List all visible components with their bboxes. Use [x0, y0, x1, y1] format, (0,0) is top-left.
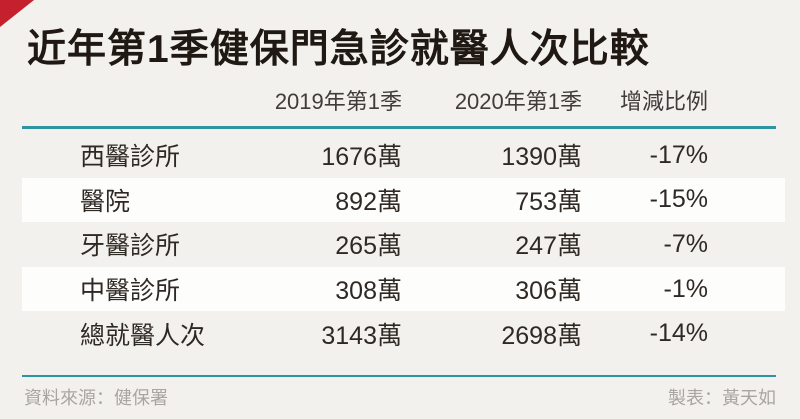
table-row: 牙醫診所 265萬 247萬 -7%: [22, 222, 785, 267]
table-row: 中醫診所 308萬 306萬 -1%: [22, 266, 785, 312]
row-change-value: -15%: [649, 185, 708, 214]
table-body: 西醫診所 1676萬 1390萬 -17% 醫院 892萬 753萬 -15% …: [22, 133, 785, 356]
row-change-value: -14%: [649, 319, 708, 348]
row-change-value: -17%: [649, 140, 708, 169]
column-header-change: 增減比例: [619, 89, 708, 114]
row-2019-value: 308萬: [335, 277, 402, 306]
header-divider-line: [22, 126, 776, 129]
page-title: 近年第1季健保門急診就醫人次比較: [27, 28, 650, 71]
row-category: 醫院: [80, 187, 131, 216]
row-2019-value: 265萬: [335, 232, 402, 261]
row-category: 牙醫診所: [80, 232, 181, 261]
row-2019-value: 3143萬: [321, 321, 402, 350]
row-2020-value: 1390萬: [501, 143, 582, 172]
row-change-value: -7%: [663, 229, 708, 258]
row-2020-value: 2698萬: [501, 321, 582, 350]
source-note: 資料來源：健保署: [24, 388, 168, 408]
column-header-2020-q1: 2020年第1季: [454, 89, 582, 114]
table-row: 醫院 892萬 753萬 -15%: [22, 177, 785, 223]
column-header-2019-q1: 2019年第1季: [274, 89, 402, 114]
row-2019-value: 1676萬: [321, 143, 402, 172]
footer: 資料來源：健保署 製表：黃天如: [24, 384, 776, 410]
credit-note: 製表：黃天如: [668, 388, 776, 408]
row-category: 總就醫人次: [80, 321, 206, 350]
table-row: 西醫診所 1676萬 1390萬 -17%: [22, 133, 785, 178]
row-category: 西醫診所: [80, 143, 181, 172]
footer-divider-line: [22, 375, 776, 377]
table-header-row: 2019年第1季 2020年第1季 增減比例: [22, 82, 785, 116]
row-2019-value: 892萬: [335, 187, 402, 216]
row-category: 中醫診所: [80, 277, 181, 306]
row-2020-value: 306萬: [515, 277, 582, 306]
row-2020-value: 753萬: [515, 187, 582, 216]
table-row: 總就醫人次 3143萬 2698萬 -14%: [22, 311, 785, 356]
row-2020-value: 247萬: [515, 232, 582, 261]
row-change-value: -1%: [663, 274, 708, 303]
